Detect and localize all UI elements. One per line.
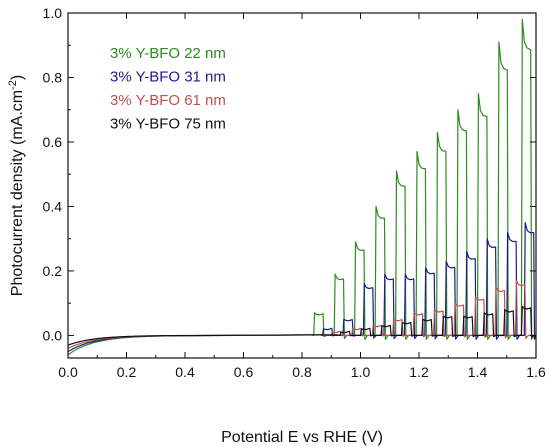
- x-tick-label: 0.2: [117, 364, 137, 380]
- y-tick-label: 0.8: [43, 69, 63, 85]
- x-tick-label: 1.6: [526, 364, 546, 380]
- legend-entry: 3% Y-BFO 61 nm: [110, 92, 226, 109]
- x-tick-label: 0.4: [175, 364, 195, 380]
- y-tick-label: 1.0: [43, 5, 63, 21]
- y-tick-label: 0.6: [43, 134, 63, 150]
- y-tick-label: 0.4: [43, 198, 63, 214]
- y-axis-title-suffix: ): [9, 75, 26, 80]
- x-tick-label: 1.4: [468, 364, 488, 380]
- legend-entry: 3% Y-BFO 75 nm: [110, 116, 226, 133]
- x-tick-label: 1.0: [351, 364, 371, 380]
- legend-entry: 3% Y-BFO 22 nm: [110, 45, 226, 62]
- x-tick-label: 0.6: [234, 364, 254, 380]
- legend-entry: 3% Y-BFO 31 nm: [110, 69, 226, 86]
- series-line: [67, 305, 536, 346]
- x-axis-title: Potential E vs RHE (V): [221, 429, 383, 446]
- axis-ticks: 0.0 0.2 0.4 0.6 0.8 1.0 1.2 1.4 1.6 0.0 0.2 0.4 0.6 0…: [43, 5, 546, 380]
- x-tick-label: 0.0: [58, 364, 78, 380]
- y-axis-title-main: Photocurrent density (mA.cm: [9, 90, 26, 296]
- plot-lines: [67, 18, 537, 356]
- x-tick-label: 0.8: [292, 364, 312, 380]
- y-axis-title: Photocurrent density (mA.cm-2): [7, 75, 26, 296]
- y-tick-label: 0.0: [43, 327, 63, 343]
- legend: 3% Y-BFO 22 nm 3% Y-BFO 31 nm 3% Y-BFO 61 …: [110, 45, 226, 133]
- x-tick-label: 1.2: [409, 364, 429, 380]
- y-tick-label: 0.2: [43, 263, 63, 279]
- y-axis-title-superscript: -2: [7, 80, 19, 90]
